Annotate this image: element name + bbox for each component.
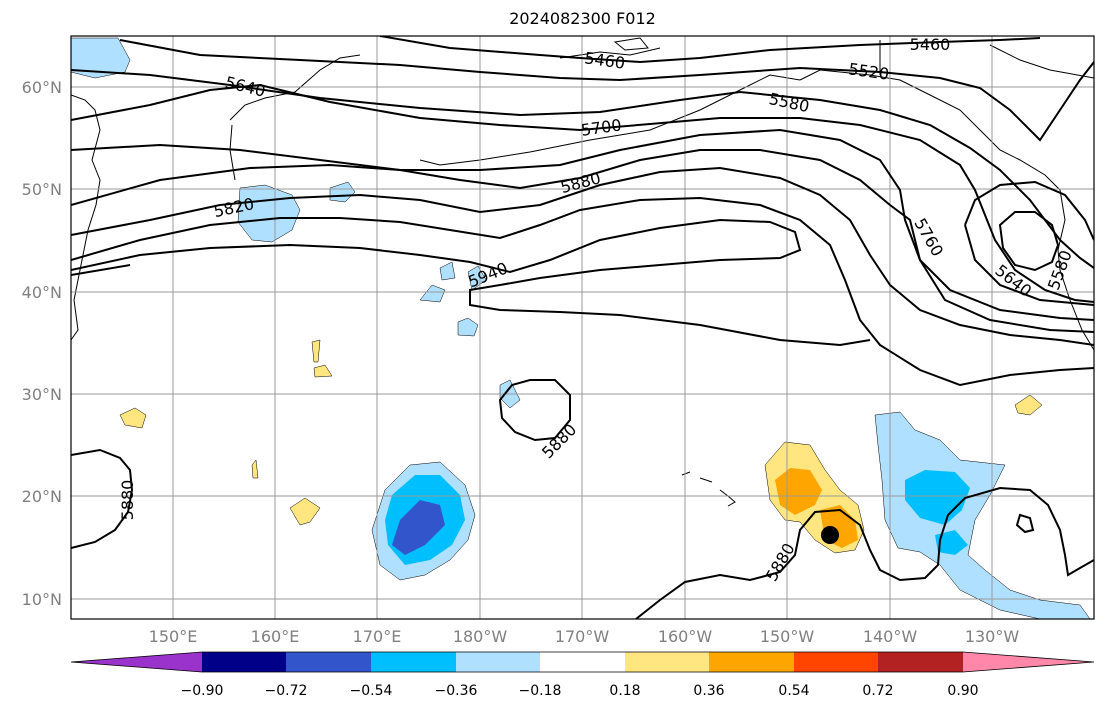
colorbar-segment (286, 652, 371, 672)
contour-label: 5880 (538, 420, 580, 462)
colorbar-tick-label: −0.72 (265, 683, 308, 699)
contour-small-east-cell (1015, 513, 1035, 534)
shade-storm-positive (764, 441, 865, 554)
colorbar-tick-label: 0.54 (778, 683, 809, 699)
lon-tick-label: 140°W (863, 627, 918, 646)
colorbar-tick-label: −0.54 (350, 683, 393, 699)
contour-label: 5640 (223, 73, 267, 101)
shade-neg-small-b (419, 284, 446, 303)
contour-label: 5460 (910, 35, 951, 54)
colorbar-tick-label: 0.36 (693, 683, 724, 699)
map-frame (70, 35, 1095, 620)
contour-5880-west (71, 448, 134, 549)
lon-tick-label: 180°W (453, 627, 508, 646)
contour-label: 5760 (910, 215, 947, 260)
shade-pos-small-b (289, 497, 321, 526)
colorbar-segment (625, 652, 709, 672)
contour-5880-north (71, 196, 1094, 387)
colorbar-segment (71, 652, 202, 672)
latitude-labels: 60°N 50°N 40°N 30°N 20°N 10°N (22, 78, 62, 609)
colorbar (70, 651, 1095, 673)
lat-tick-label: 60°N (22, 78, 62, 97)
lon-tick-label: 160°E (251, 627, 300, 646)
lon-tick-label: 160°W (658, 627, 713, 646)
colorbar-segment (709, 652, 794, 672)
colorbar-segment (371, 652, 456, 672)
colorbar-outline (70, 651, 1095, 673)
contour-label: 5460 (583, 48, 626, 72)
colorbar-tick-label: −0.90 (181, 683, 224, 699)
longitude-labels: 150°E 160°E 170°E 180°W 170°W 160°W 150°… (149, 627, 1020, 646)
shade-pos-small-d (313, 364, 333, 378)
shade-pos-small-a (119, 407, 147, 429)
contour-label: 5880 (118, 480, 137, 521)
lon-tick-label: 170°W (555, 627, 610, 646)
shade-neg-small-e (457, 317, 479, 337)
contour-5640-east-ring (964, 180, 1094, 241)
shade-neg-small-d (467, 265, 487, 291)
colorbar-tick-label: 0.18 (609, 683, 640, 699)
shade-east-low (874, 411, 1091, 619)
contour-label: 5880 (762, 540, 799, 585)
shade-pos-small-e (251, 459, 259, 479)
shaded-fields (71, 37, 1091, 619)
colorbar-segment (794, 652, 878, 672)
shade-central-low (371, 461, 476, 581)
shade-neg-small-c (439, 261, 456, 281)
colorbar-segment (540, 652, 625, 672)
contour-5520 (119, 39, 1094, 142)
lon-tick-label: 150°E (149, 627, 198, 646)
contour-5580-east-cell (998, 211, 1060, 272)
colorbar-tick-labels: −0.90 −0.72 −0.54 −0.36 −0.18 0.18 0.36 … (181, 683, 979, 699)
lon-tick-label: 130°W (965, 627, 1020, 646)
lat-tick-label: 30°N (22, 385, 62, 404)
height-contours (71, 36, 1094, 619)
colorbar-segment (202, 652, 286, 672)
shade-pos-small-f (1014, 394, 1043, 416)
colorbar-tick-label: 0.90 (947, 683, 978, 699)
contour-5880-cell (498, 379, 571, 442)
lon-tick-label: 150°W (760, 627, 815, 646)
lat-tick-label: 20°N (22, 487, 62, 506)
colorbar-segment (456, 652, 540, 672)
colorbar-tick-label: 0.72 (862, 683, 893, 699)
contour-5640-east-lower (964, 224, 1094, 306)
storm-center-marker (821, 526, 839, 544)
shade-neg-ne-corner (71, 37, 131, 79)
contour-5880-south (635, 486, 1094, 619)
contour-5820 (71, 166, 1094, 346)
contour-5880-east (71, 218, 871, 347)
contour-5460 (379, 36, 1041, 64)
lon-tick-label: 170°E (353, 627, 402, 646)
colorbar-segment (878, 652, 963, 672)
colorbar-segment (963, 652, 1094, 672)
contour-label: 5580 (767, 89, 811, 116)
lat-tick-label: 50°N (22, 180, 62, 199)
colorbar-tick-label: −0.36 (435, 683, 478, 699)
contour-5760 (71, 149, 1094, 333)
contour-5640 (71, 83, 1094, 303)
contour-label: 5880 (558, 168, 602, 197)
colorbar-tick-label: −0.18 (519, 683, 562, 699)
map-title: 2024082300 F012 (509, 9, 656, 28)
contour-5940 (71, 264, 131, 276)
contour-5700 (71, 128, 1094, 321)
contour-label: 5580 (1044, 248, 1076, 293)
shade-neg-small-a (329, 181, 356, 203)
lat-tick-label: 40°N (22, 283, 62, 302)
contour-label: 5520 (847, 59, 890, 83)
shade-pos-small-c (311, 339, 321, 363)
lat-tick-label: 10°N (22, 590, 62, 609)
